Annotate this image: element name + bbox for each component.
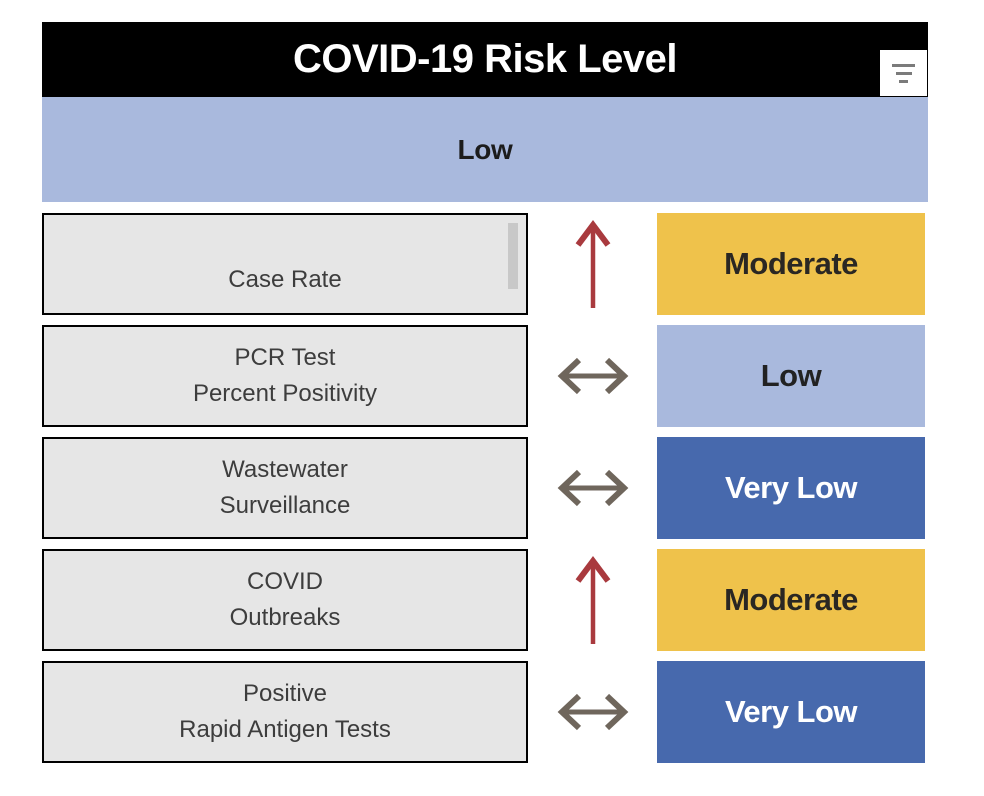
risk-level-label: Very Low	[724, 470, 858, 505]
left-right-arrow-icon	[557, 693, 628, 731]
risk-level-tile: Moderate	[657, 213, 925, 315]
left-right-arrow-icon	[557, 469, 628, 507]
indicator-rows: Case Rate Moderate PCR Test P	[42, 213, 928, 763]
risk-level-tile: Low	[657, 325, 925, 427]
risk-level-label: Very Low	[724, 694, 858, 729]
indicator-row: Case Rate Moderate	[42, 213, 928, 315]
metric-box[interactable]: Case Rate	[42, 213, 528, 315]
filter-icon	[892, 63, 915, 83]
risk-level-tile: Very Low	[657, 437, 925, 539]
risk-level-label: Moderate	[724, 246, 858, 281]
scrollbar[interactable]	[508, 223, 518, 289]
indicator-row: PCR Test Percent Positivity Low	[42, 325, 928, 427]
trend-cell	[528, 437, 657, 539]
trend-cell	[528, 325, 657, 427]
risk-level-tile: Very Low	[657, 661, 925, 763]
indicator-row: Positive Rapid Antigen Tests Very Low	[42, 661, 928, 763]
overall-risk-label: Low	[457, 133, 513, 165]
risk-level-label: Low	[760, 358, 822, 393]
risk-level-label: Moderate	[724, 582, 858, 617]
metric-label: PCR Test Percent Positivity	[192, 344, 378, 407]
left-right-arrow-icon	[557, 357, 628, 395]
trend-cell	[528, 661, 657, 763]
header: COVID-19 Risk Level	[42, 22, 928, 97]
metric-label: Case Rate	[228, 266, 342, 293]
metric-label: COVID Outbreaks	[229, 568, 341, 631]
up-arrow-icon	[575, 556, 610, 644]
filter-button[interactable]	[880, 50, 927, 96]
metric-box[interactable]: COVID Outbreaks	[42, 549, 528, 651]
metric-box[interactable]: Positive Rapid Antigen Tests	[42, 661, 528, 763]
overall-risk-banner: Low	[42, 97, 928, 202]
metric-box[interactable]: PCR Test Percent Positivity	[42, 325, 528, 427]
risk-level-tile: Moderate	[657, 549, 925, 651]
up-arrow-icon	[575, 220, 610, 308]
metric-label: Positive Rapid Antigen Tests	[179, 680, 391, 743]
metric-label: Wastewater Surveillance	[219, 456, 351, 519]
metric-box[interactable]: Wastewater Surveillance	[42, 437, 528, 539]
page-title: COVID-19 Risk Level	[293, 37, 678, 81]
trend-cell	[528, 549, 657, 651]
trend-cell	[528, 213, 657, 315]
indicator-row: Wastewater Surveillance Very Low	[42, 437, 928, 539]
indicator-row: COVID Outbreaks Moderate	[42, 549, 928, 651]
